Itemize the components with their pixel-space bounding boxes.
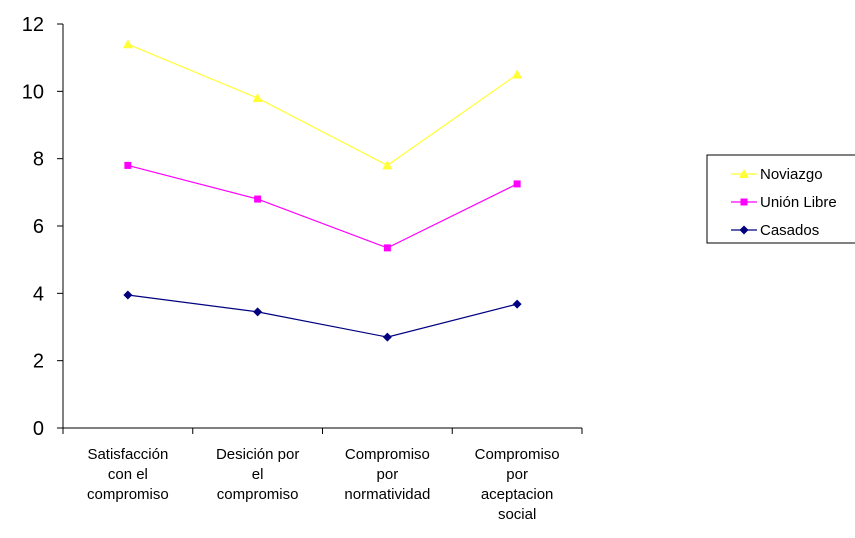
series-casados (123, 290, 522, 342)
x-tick-label-line: Compromiso (475, 446, 560, 463)
legend-label: Casados (760, 222, 819, 239)
x-tick-label-line: Compromiso (345, 446, 430, 463)
data-point (122, 39, 133, 49)
data-point (382, 160, 393, 170)
data-point (254, 195, 262, 203)
x-tick-label-line: con el (108, 466, 148, 483)
x-tick-label-line: compromiso (87, 486, 169, 503)
y-tick-label: 12 (22, 14, 44, 36)
series-line (127, 164, 518, 249)
x-tick-label-line: social (498, 506, 536, 523)
legend-swatch-marker (740, 198, 748, 206)
x-tick-label-line: el (252, 466, 264, 483)
data-point (512, 299, 522, 309)
data-point (382, 332, 392, 342)
x-tick-label: Compromiso por aceptacion social (475, 446, 560, 523)
x-tick-label: Satisfacción con el compromiso (87, 446, 169, 503)
series-unión-libre (124, 161, 521, 252)
x-tick-label-line: normatividad (344, 486, 430, 503)
series-noviazgo (122, 39, 523, 170)
legend-item: Noviazgo (731, 166, 823, 183)
data-point (253, 307, 263, 317)
y-tick-label: 8 (33, 149, 44, 171)
x-tick-label: Desición por el compromiso (216, 446, 299, 503)
data-point (123, 290, 133, 300)
data-point (513, 180, 521, 188)
legend-swatch-marker (739, 169, 749, 178)
data-point (512, 69, 523, 79)
x-tick-label-line: compromiso (217, 486, 299, 503)
y-tick-label: 2 (33, 351, 44, 373)
data-point (383, 244, 391, 252)
x-tick-label-line: por (506, 466, 528, 483)
y-tick-label: 10 (22, 81, 44, 103)
x-tick-label-line: Desición por (216, 446, 299, 463)
legend-item: Casados (731, 222, 819, 239)
legend-item: Unión Libre (731, 194, 837, 211)
data-point (252, 93, 263, 103)
x-tick-label: Compromiso por normatividad (344, 446, 430, 503)
legend-label: Unión Libre (760, 194, 837, 211)
y-tick-label: 6 (33, 216, 44, 238)
y-tick-label: 0 (33, 418, 44, 440)
legend: Noviazgo Unión Libre Casados (706, 154, 855, 244)
x-tick-label-line: Satisfacción (87, 446, 168, 463)
legend-swatch-marker (739, 225, 749, 235)
data-point (124, 161, 132, 169)
legend-label: Noviazgo (760, 166, 823, 183)
x-tick-label-line: aceptacion (481, 486, 554, 503)
series-layer (122, 39, 523, 342)
series-line (127, 43, 518, 167)
x-tick-label-line: por (377, 466, 399, 483)
y-tick-label: 4 (33, 283, 44, 305)
legend-box (706, 154, 855, 244)
series-line (127, 294, 518, 338)
